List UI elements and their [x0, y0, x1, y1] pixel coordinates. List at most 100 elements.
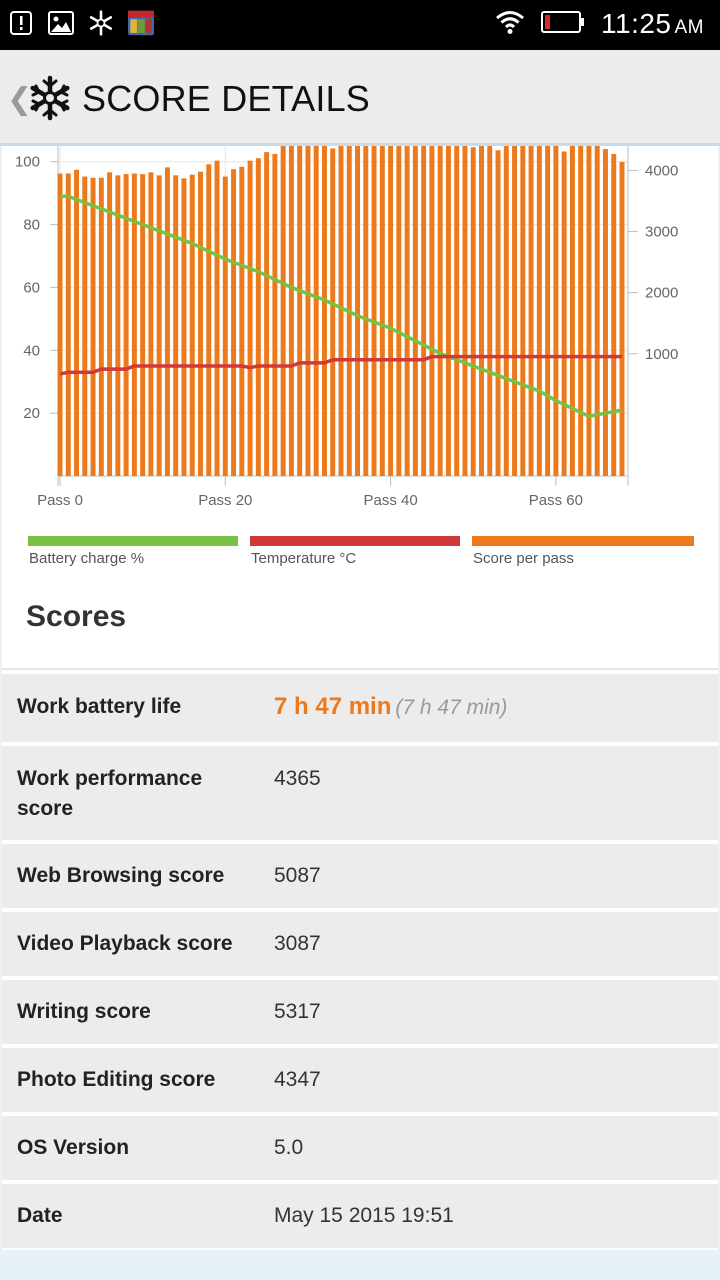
legend-score-swatch — [472, 536, 694, 546]
score-bar — [131, 173, 137, 476]
right-tick-label: 4000 — [645, 162, 678, 179]
x-tick-label: Pass 60 — [529, 492, 583, 509]
score-bar — [214, 160, 220, 476]
score-bar — [553, 146, 559, 476]
work-battery-life-value: 7 h 47 min — [274, 693, 392, 720]
score-bar — [619, 161, 625, 476]
legend-temperature: Temperature °C — [250, 536, 460, 567]
score-bar — [57, 173, 63, 476]
app-logo-snowflake-icon[interactable] — [27, 75, 73, 121]
table-row: Web Browsing score 5087 — [2, 844, 718, 908]
score-bar — [586, 146, 592, 476]
snowflake-icon — [88, 9, 114, 37]
score-bar — [173, 175, 179, 477]
score-bar — [479, 146, 484, 476]
left-tick-label: 60 — [23, 279, 40, 296]
score-bar — [123, 174, 129, 476]
score-bar — [90, 177, 96, 476]
battery-chart: 20 40 60 80 100 1000 2000 3000 4000 Pass 0 Pass 20… — [15, 146, 678, 509]
score-bar — [388, 146, 394, 477]
score-bar — [140, 174, 146, 476]
row-value: 4365 — [274, 767, 321, 790]
score-bar — [98, 177, 104, 476]
score-bar — [445, 146, 451, 476]
x-tick-label: Pass 20 — [198, 492, 252, 509]
table-row: Work battery life 7 h 47 min (7 h 47 min) — [2, 674, 718, 742]
content-card: 20 40 60 80 100 1000 2000 3000 4000 Pass 0 Pass 20… — [2, 146, 718, 1250]
back-chevron-icon[interactable]: ❮ — [7, 83, 33, 116]
score-bar — [561, 151, 567, 476]
score-bar — [528, 146, 534, 477]
score-bar — [321, 146, 327, 476]
score-bar — [412, 146, 418, 477]
legend-temperature-swatch — [250, 536, 460, 546]
legend-score-label: Score per pass — [473, 550, 574, 567]
score-bar — [429, 146, 435, 476]
score-bar — [115, 175, 121, 477]
row-label: Web Browsing score — [17, 864, 225, 887]
score-bar — [594, 146, 600, 477]
score-bar — [470, 147, 476, 476]
right-tick-label: 2000 — [645, 285, 678, 302]
score-bar — [280, 146, 286, 476]
score-bar — [255, 158, 261, 476]
row-value: 4347 — [274, 1068, 321, 1091]
right-tick-label: 3000 — [645, 224, 678, 241]
row-value: 5.0 — [274, 1136, 304, 1159]
status-bar: 11:25 AM — [0, 0, 720, 50]
table-row: Video Playback score 3087 — [2, 912, 718, 976]
scores-table: Work battery life 7 h 47 min (7 h 47 min)… — [2, 674, 718, 1252]
legend-battery-label: Battery charge % — [29, 550, 145, 567]
score-bar — [578, 146, 584, 476]
score-bar — [164, 167, 170, 476]
marvel-app-icon — [128, 9, 154, 37]
temperature-line — [59, 354, 622, 376]
image-icon — [48, 9, 74, 37]
score-bar — [107, 172, 113, 476]
divider — [2, 668, 718, 670]
score-bar — [602, 149, 608, 477]
score-bar — [305, 146, 311, 477]
battery-line — [60, 194, 623, 419]
chart-legend: Battery charge % Temperature °C Score pe… — [28, 536, 694, 570]
score-bar — [239, 166, 245, 476]
row-label: Work performance score — [17, 767, 203, 820]
score-bar — [495, 150, 501, 476]
row-value: 5317 — [274, 1000, 321, 1023]
table-row: Writing score 5317 — [2, 980, 718, 1044]
legend-battery-swatch — [28, 536, 238, 546]
score-bar — [421, 146, 427, 476]
right-tick-label: 1000 — [645, 346, 678, 363]
score-bar — [198, 171, 203, 476]
table-row: Photo Editing score 4347 — [2, 1048, 718, 1112]
score-bar — [437, 146, 443, 476]
score-bar — [462, 146, 468, 477]
row-label: OS Version — [17, 1136, 130, 1159]
table-row: OS Version 5.0 — [2, 1116, 718, 1180]
score-bar — [454, 146, 460, 476]
row-label: Date — [17, 1204, 63, 1227]
row-label: Work battery life — [17, 695, 182, 718]
score-bar — [231, 169, 237, 476]
score-bar — [355, 146, 361, 476]
score-bar — [536, 146, 542, 476]
score-bar — [611, 153, 617, 476]
left-tick-label: 100 — [15, 154, 40, 171]
score-bar — [148, 172, 154, 476]
x-tick-label: Pass 40 — [363, 492, 417, 509]
legend-battery: Battery charge % — [28, 536, 238, 567]
score-bar — [404, 146, 410, 476]
work-battery-life-sub: (7 h 47 min) — [395, 696, 508, 719]
page-title: SCORE DETAILS — [82, 78, 370, 119]
table-row: Date May 15 2015 19:51 — [2, 1184, 718, 1248]
score-bar — [181, 178, 187, 476]
legend-temperature-label: Temperature °C — [251, 550, 357, 567]
left-tick-label: 20 — [23, 405, 40, 422]
row-value: 7 h 47 min (7 h 47 min) — [274, 692, 507, 723]
score-bar — [520, 146, 526, 476]
app-bar: ❮ SCORE DETAILS — [0, 50, 720, 146]
score-bar — [569, 146, 575, 477]
score-bar — [503, 146, 509, 477]
row-value: 5087 — [274, 864, 321, 887]
score-bar — [264, 152, 270, 476]
